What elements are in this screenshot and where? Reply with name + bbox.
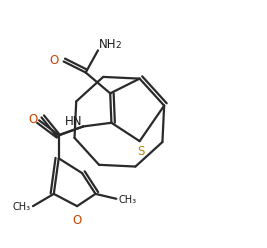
Text: O: O [28, 113, 38, 125]
Text: NH: NH [99, 38, 117, 51]
Text: HN: HN [65, 115, 82, 128]
Text: S: S [137, 145, 144, 158]
Text: 2: 2 [116, 41, 121, 50]
Text: CH₃: CH₃ [119, 195, 137, 205]
Text: CH₃: CH₃ [12, 202, 30, 212]
Text: O: O [50, 54, 59, 67]
Text: O: O [72, 214, 82, 226]
